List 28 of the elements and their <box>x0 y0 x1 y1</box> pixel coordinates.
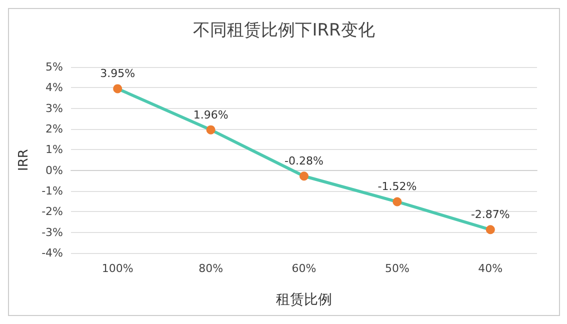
y-tick-label: -4% <box>42 246 63 260</box>
data-label: 3.95% <box>100 67 136 80</box>
point <box>300 172 308 181</box>
y-tick-label: -2% <box>42 205 63 218</box>
y-tick-label: -3% <box>42 226 63 239</box>
y-tick-label: 3% <box>46 102 63 115</box>
y-tick-label: -1% <box>42 184 63 198</box>
data-label: -0.28% <box>284 154 324 168</box>
y-tick-label: 1% <box>46 143 63 156</box>
x-tick-label: 40% <box>478 262 503 275</box>
x-tick-label: 100% <box>102 262 134 275</box>
y-axis-title: IRR <box>16 149 32 171</box>
y-tick-label: 2% <box>46 122 63 136</box>
point <box>392 197 402 206</box>
x-tick-label: 60% <box>292 262 316 275</box>
y-tick-label: 5% <box>46 60 63 74</box>
chart-title: 不同租赁比例下IRR变化 <box>193 20 375 40</box>
x-tick-label: 80% <box>198 262 224 275</box>
data-label: -2.87% <box>470 208 510 222</box>
point <box>486 225 495 234</box>
point <box>113 84 122 94</box>
data-label: 1.96% <box>193 108 228 122</box>
data-label: -1.52% <box>378 180 417 194</box>
point <box>206 125 216 134</box>
x-tick-label: 50% <box>384 262 410 275</box>
x-axis-title: 租赁比例 <box>276 292 332 308</box>
y-tick-label: 0% <box>46 164 63 177</box>
y-tick-label: 4% <box>46 81 63 94</box>
